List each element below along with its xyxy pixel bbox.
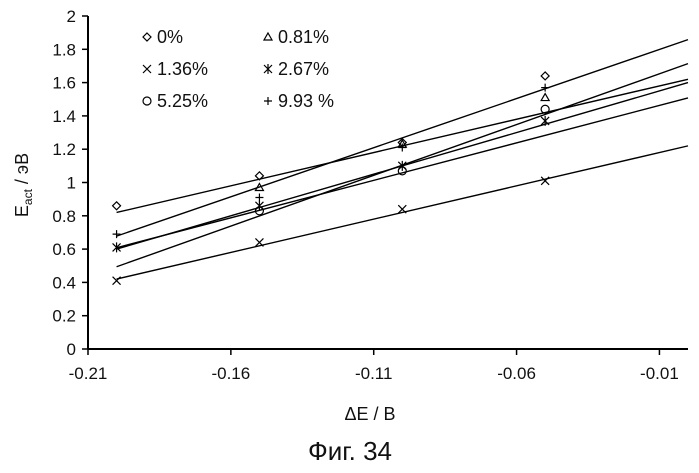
legend-marker	[264, 33, 272, 40]
legend-label: 0.81%	[278, 27, 329, 47]
x-axis-title: ΔE / B	[344, 404, 395, 424]
y-tick-label: 1.6	[52, 74, 76, 93]
y-tick-label: 0.2	[52, 307, 76, 326]
x-tick-label: -0.01	[640, 364, 679, 383]
legend-label: 5.25%	[157, 91, 208, 111]
legend-marker	[143, 97, 151, 105]
data-point	[255, 193, 263, 201]
y-axis-title-main: E	[12, 205, 32, 217]
x-tick-label: -0.11	[355, 364, 393, 383]
data-point	[113, 277, 121, 285]
legend: 0% 0.81% 1.36% 2.67% 5.25% 9.93 %	[143, 27, 334, 111]
legend-label: 2.67%	[278, 59, 329, 79]
data-point	[541, 177, 549, 185]
x-tick-label: -0.16	[211, 364, 250, 383]
data-point	[541, 72, 549, 80]
y-tick-label: 2	[67, 7, 76, 26]
axes: 0 0.2 0.4 0.6 0.8 1 1.2 1.4 1.6 1.8 2 -0.21 -0.16 -0.…	[52, 7, 688, 383]
figure-caption: Фиг. 34	[308, 436, 392, 466]
y-tick-label: 0.8	[52, 207, 76, 226]
legend-label: 1.36%	[157, 59, 208, 79]
legend-marker	[143, 65, 151, 73]
y-tick-label: 1	[67, 174, 76, 193]
legend-marker	[143, 33, 151, 41]
y-axis-title-unit: / эВ	[12, 153, 32, 189]
legend-marker	[264, 97, 272, 105]
y-tick-label: 1.4	[52, 107, 76, 126]
y-tick-label: 1.8	[52, 40, 76, 59]
y-axis-title-sub: act	[21, 188, 35, 205]
legend-label: 9.93 %	[278, 91, 334, 111]
y-tick-label: 1.2	[52, 140, 76, 159]
data-point	[541, 94, 549, 101]
y-tick-label: 0	[67, 340, 76, 359]
data-point	[113, 202, 121, 210]
legend-marker	[264, 64, 272, 74]
x-tick-label: -0.21	[69, 364, 108, 383]
y-tick-label: 0.6	[52, 240, 76, 259]
x-tick-label: -0.06	[497, 364, 536, 383]
trendline	[117, 98, 688, 248]
data-point	[541, 116, 549, 126]
data-point	[255, 201, 263, 211]
y-tick-label: 0.4	[52, 273, 76, 292]
data-point	[113, 230, 121, 238]
y-axis-title: Eact / эВ	[12, 153, 35, 217]
legend-label: 0%	[157, 27, 183, 47]
